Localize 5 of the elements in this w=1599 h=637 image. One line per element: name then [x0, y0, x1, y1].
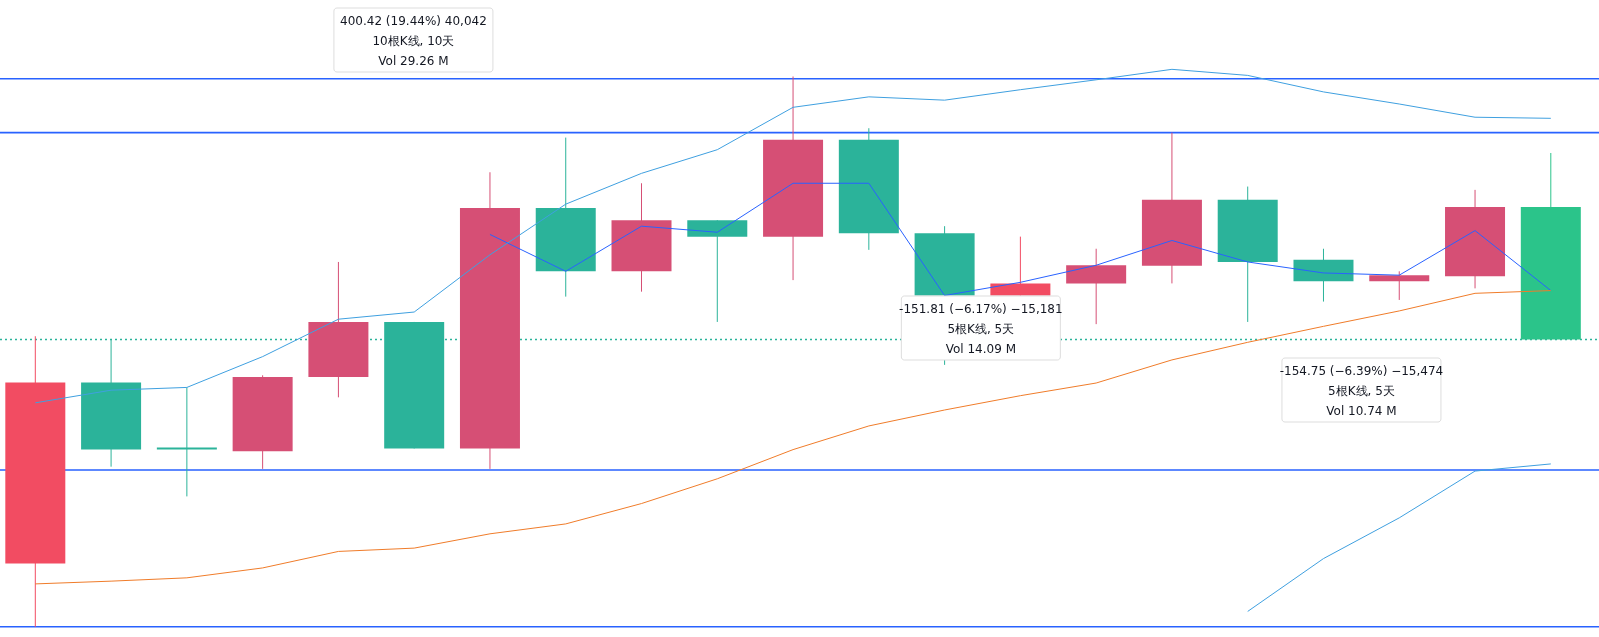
- candlestick: [156, 386, 217, 497]
- candlestick: [1369, 270, 1430, 301]
- annotation: -154.75 (−6.39%) −15,474 5根K线, 5天 Vol 10.74 M: [1279, 364, 1444, 418]
- annotation: -151.81 (−6.17%) −15,181 5根K线, 5天 Vol 14.09 M: [899, 302, 1063, 356]
- text: 400.42 (19.44%) 40,042 10根K线, 10天 Vol 29.26 M: [340, 14, 487, 68]
